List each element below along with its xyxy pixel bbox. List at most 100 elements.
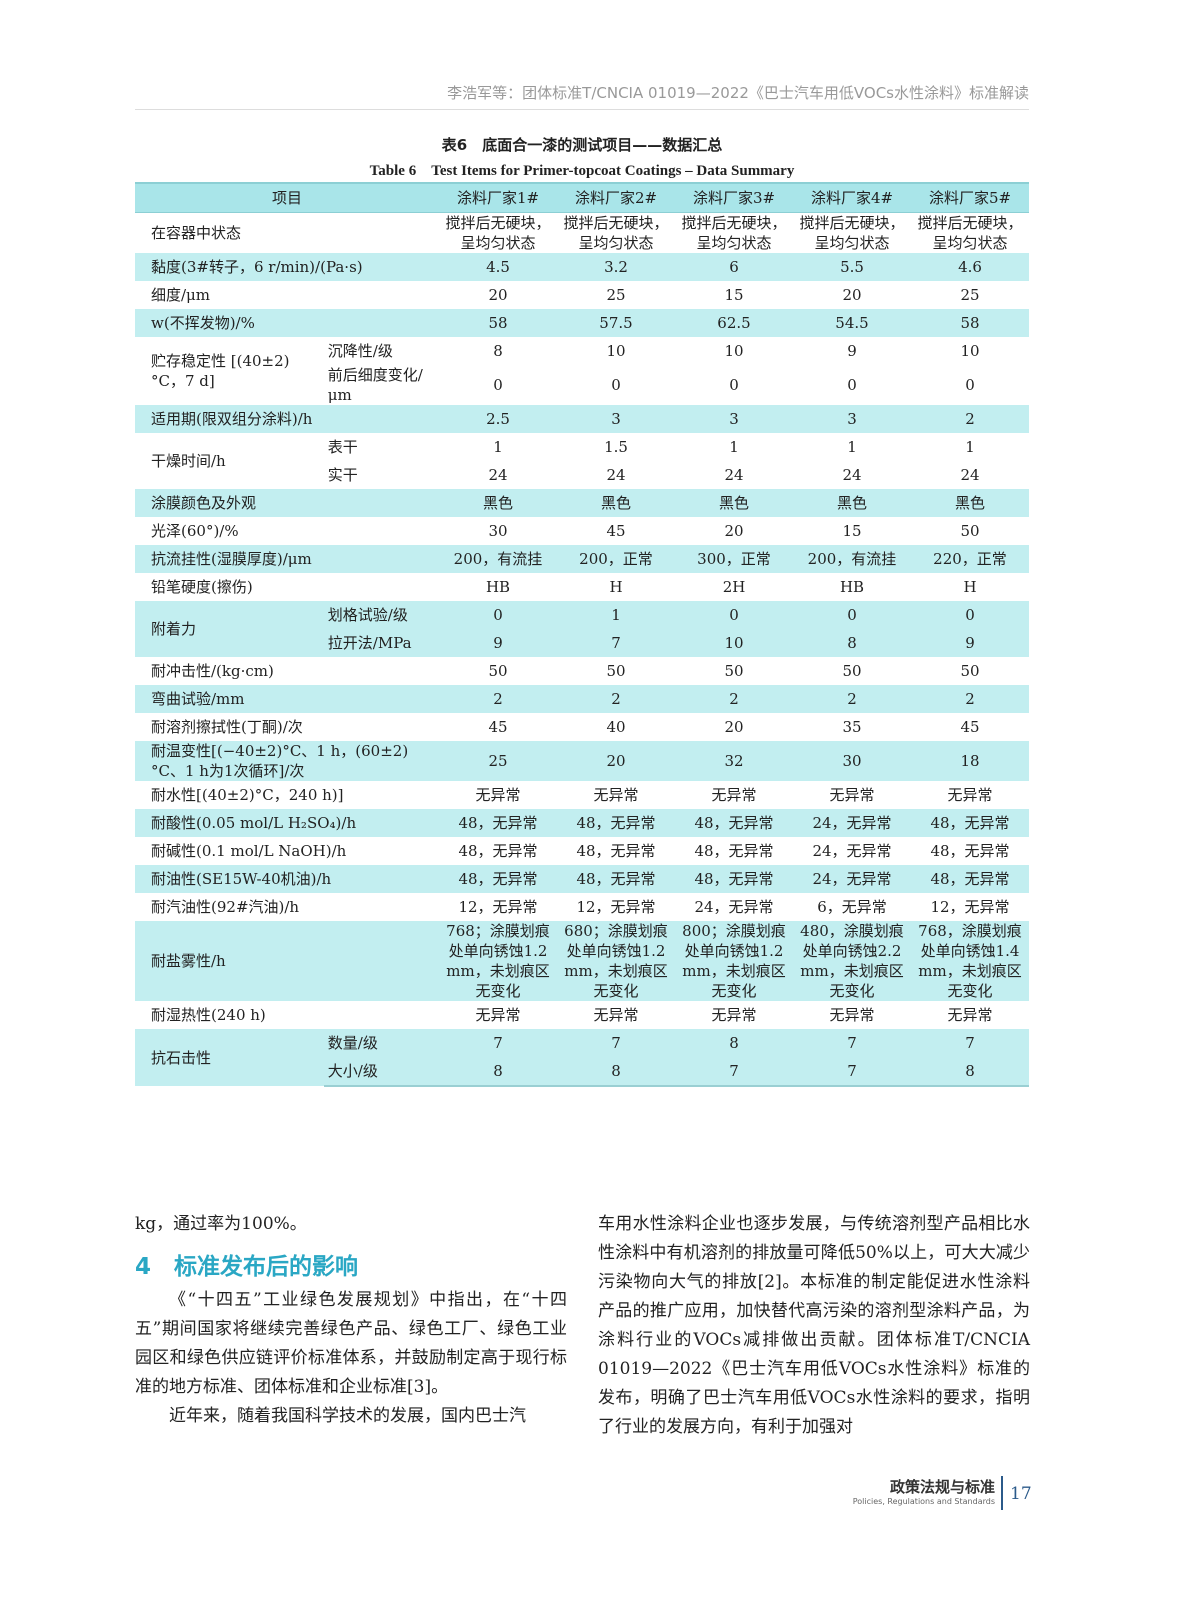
cell-value: H [963, 578, 977, 596]
cell-value: 20 [724, 522, 744, 540]
row-label: 适用期(限双组分涂料)/h [135, 405, 439, 433]
cell-value: 48，无异常 [576, 842, 656, 860]
table-row: 前后细度变化/μm 0 0 0 0 0 [135, 365, 1029, 405]
row-label: 耐水性[(40±2)°C，240 h)] [151, 786, 344, 804]
cell-value: 24 [960, 466, 980, 484]
cell-value: 2H [722, 578, 746, 596]
cell-value: 搅拌后无硬块，呈均匀状态 [445, 214, 551, 252]
cell-value: 2.5 [439, 405, 557, 433]
cell-value: 24 [842, 466, 862, 484]
cell-value: 20 [488, 286, 508, 304]
cell-value: 12，无异常 [576, 898, 656, 916]
table-row: 黏度(3#转子，6 r/min)/(Pa·s) 4.5 3.2 6 5.5 4.6 [135, 253, 1029, 281]
header-manufacturer-4: 涂料厂家4# [793, 182, 911, 213]
cell-value: 25 [606, 286, 626, 304]
table-caption-en: Table 6 Test Items for Primer-topcoat Co… [369, 163, 795, 179]
table-header-row: 项目 涂料厂家1# 涂料厂家2# 涂料厂家3# 涂料厂家4# 涂料厂家5# [135, 182, 1029, 213]
cell-value: 7 [557, 629, 675, 657]
header-manufacturer-5: 涂料厂家5# [911, 182, 1029, 213]
table-row: 实干 24 24 24 24 24 [135, 461, 1029, 489]
cell-value: 7 [439, 1029, 557, 1057]
cell-value: 搅拌后无硬块，呈均匀状态 [799, 214, 905, 252]
cell-value: 无异常 [829, 786, 875, 804]
row-sublabel: 沉降性/级 [327, 342, 393, 360]
table-row: 铅笔硬度(擦伤) HB H 2H HB H [135, 573, 1029, 601]
cell-value: 54.5 [793, 309, 911, 337]
cell-value: 8 [557, 1057, 675, 1087]
table-row: 拉开法/MPa 9 7 10 8 9 [135, 629, 1029, 657]
table-row: 弯曲试验/mm 2 2 2 2 2 [135, 685, 1029, 713]
table-row: 涂膜颜色及外观 黑色 黑色 黑色 黑色 黑色 [135, 489, 1029, 517]
table-row: 贮存稳定性 [(40±2)°C，7 d] 沉降性/级 8 10 10 9 10 [135, 337, 1029, 390]
row-label: 在容器中状态 [151, 224, 242, 242]
table-row: 细度/μm 20 25 15 20 25 [135, 281, 1029, 309]
row-label: 涂膜颜色及外观 [135, 489, 439, 517]
table-row: 耐水性[(40±2)°C，240 h)] 无异常 无异常 无异常 无异常 无异常 [135, 781, 1029, 809]
row-sublabel: 划格试验/级 [323, 601, 439, 629]
cell-value: 24 [488, 466, 508, 484]
cell-value: 24 [606, 466, 626, 484]
table-row: 耐酸性(0.05 mol/L H₂SO₄)/h 48，无异常 48，无异常 48，无异… [135, 809, 1029, 837]
table-row: 抗流挂性(湿膜厚度)/μm 200，有流挂 200，正常 300，正常 200，有流挂 2… [135, 545, 1029, 573]
body-column-left: kg，通过率为100%。 4 标准发布后的影响 《“十四五”工业绿色发展规划》中… [135, 1210, 567, 1431]
cell-value: 2 [675, 685, 793, 713]
cell-value: 18 [911, 741, 1029, 781]
cell-value: 0 [729, 376, 739, 394]
cell-value: 0 [675, 601, 793, 629]
table-row: 耐湿热性(240 h) 无异常 无异常 无异常 无异常 无异常 [135, 1001, 1029, 1029]
cell-value: 无异常 [711, 786, 757, 804]
cell-value: 0 [611, 376, 621, 394]
cell-value: 3 [557, 405, 675, 433]
cell-value: 24，无异常 [793, 809, 911, 837]
cell-value: 1 [965, 438, 975, 456]
data-table: 项目 涂料厂家1# 涂料厂家2# 涂料厂家3# 涂料厂家4# 涂料厂家5# 在容器中状态 搅… [135, 182, 1029, 1087]
row-label: 耐碱性(0.1 mol/L NaOH)/h [151, 842, 347, 860]
running-head: 李浩军等：团体标准T/CNCIA 01019—2022《巴士汽车用低VOCs水性… [135, 82, 1029, 110]
cell-value: 45 [606, 522, 626, 540]
cell-value: 4.6 [911, 253, 1029, 281]
cell-value: 10 [960, 342, 980, 360]
cell-value: 15 [842, 522, 862, 540]
cell-value: 无异常 [947, 786, 993, 804]
cell-value: 12，无异常 [458, 898, 538, 916]
cell-value: 0 [493, 376, 503, 394]
cell-value: 7 [675, 1057, 793, 1087]
cell-value: 220，正常 [911, 545, 1029, 573]
cell-value: 9 [439, 629, 557, 657]
cell-value: 680；涂膜划痕处单向锈蚀1.2 mm，未划痕区无变化 [557, 921, 675, 1001]
row-label: 耐盐雾性/h [135, 921, 439, 1001]
cell-value: 6，无异常 [817, 898, 887, 916]
row-label: 抗流挂性(湿膜厚度)/μm [135, 545, 439, 573]
cell-value: 50 [960, 662, 980, 680]
table-row: 耐冲击性/(kg·cm) 50 50 50 50 50 [135, 657, 1029, 685]
header-manufacturer-1: 涂料厂家1# [439, 182, 557, 213]
cell-value: 768；涂膜划痕处单向锈蚀1.2 mm，未划痕区无变化 [439, 921, 557, 1001]
cell-value: 0 [965, 376, 975, 394]
cell-value: 6 [675, 253, 793, 281]
cell-value: 8 [675, 1029, 793, 1057]
row-sublabel: 拉开法/MPa [323, 629, 439, 657]
cell-value: 40 [606, 718, 626, 736]
cell-value: 7 [793, 1057, 911, 1087]
cell-value: 50 [488, 662, 508, 680]
row-label: 耐溶剂擦拭性(丁酮)/次 [151, 718, 303, 736]
cell-value: 5.5 [793, 253, 911, 281]
cell-value: 48，无异常 [694, 842, 774, 860]
table-row: w(不挥发物)/% 58 57.5 62.5 54.5 58 [135, 309, 1029, 337]
row-label: 耐温变性[(−40±2)°C、1 h，(60±2)°C、1 h为1次循环]/次 [135, 741, 439, 781]
row-label: 贮存稳定性 [(40±2)°C，7 d] [151, 352, 290, 390]
cell-value: 8 [793, 629, 911, 657]
paragraph: 近年来，随着我国科学技术的发展，国内巴士汽 [169, 1406, 526, 1426]
cell-value: 20 [724, 718, 744, 736]
table-row: 抗石击性 数量/级 7 7 8 7 7 [135, 1029, 1029, 1086]
page-number: 17 [1010, 1484, 1032, 1504]
header-manufacturer-2: 涂料厂家2# [557, 182, 675, 213]
cell-value: 搅拌后无硬块，呈均匀状态 [917, 214, 1023, 252]
cell-value: 480，涂膜划痕处单向锈蚀2.2 mm，未划痕区无变化 [793, 921, 911, 1001]
cell-value: 48，无异常 [675, 865, 793, 893]
cell-value: 50 [842, 662, 862, 680]
section-heading: 4 标准发布后的影响 [135, 1254, 359, 1280]
body-column-right: 车用水性涂料企业也逐步发展，与传统溶剂型产品相比水性涂料中有机溶剂的排放量可降低… [598, 1210, 1030, 1442]
cell-value: 10 [675, 629, 793, 657]
cell-value: 24，无异常 [694, 898, 774, 916]
